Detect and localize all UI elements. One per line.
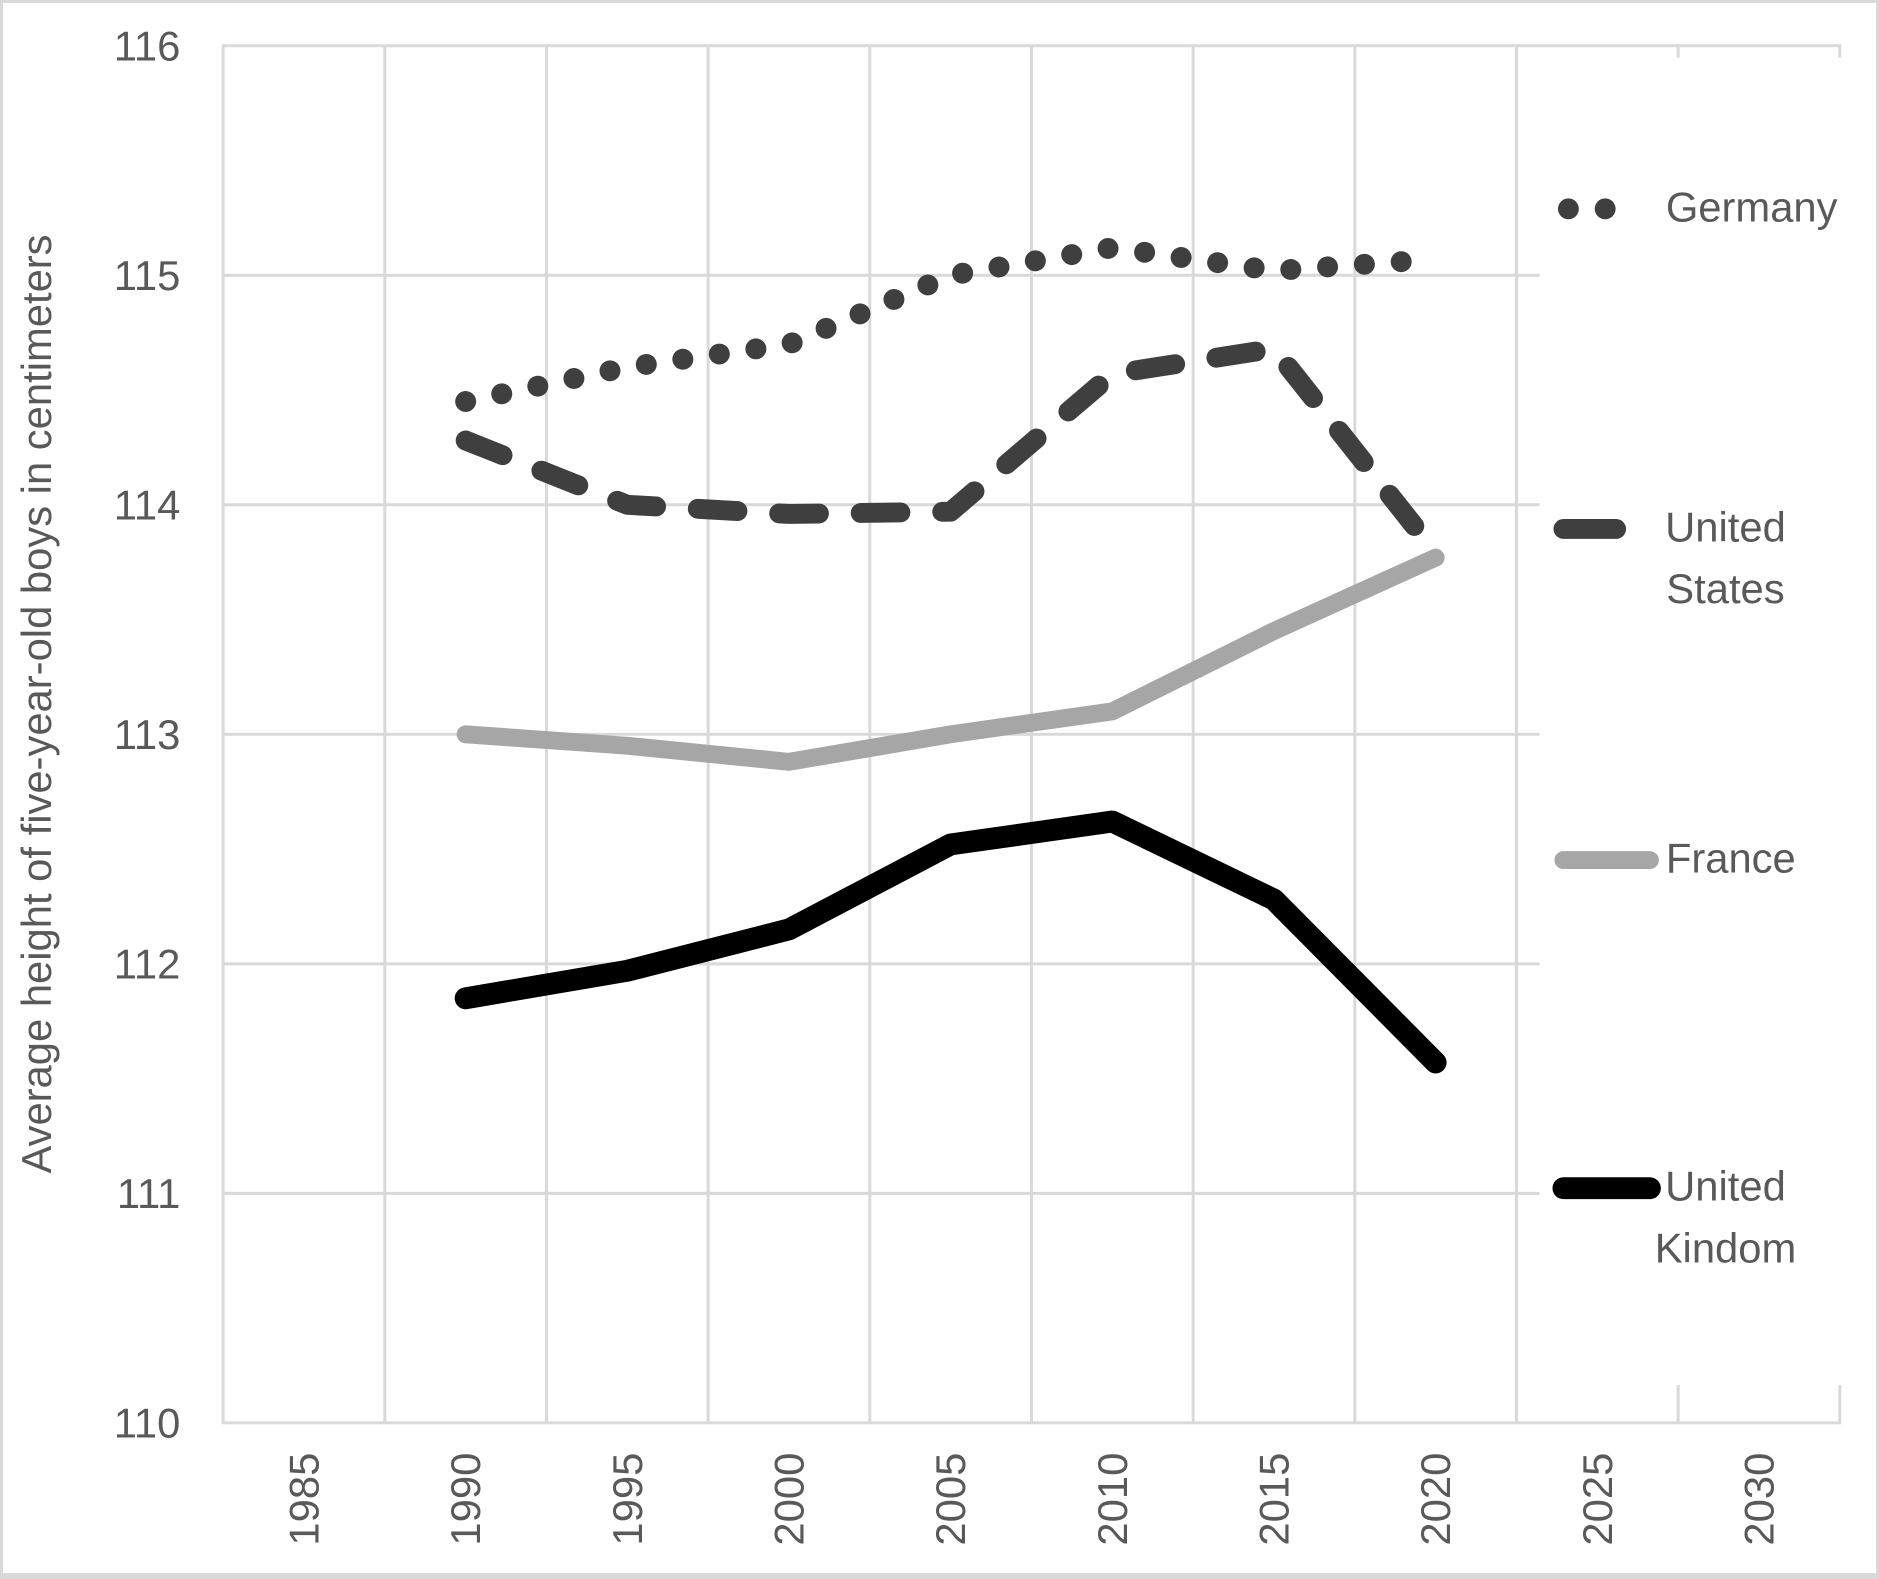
legend-item-united-states: United States [1553,503,1786,612]
legend-item-france: France [1554,835,1796,882]
x-tick-label: 2015 [1250,1453,1297,1546]
legend-item-germany: Germany [1557,183,1838,230]
series-line-united-states [455,338,1446,563]
y-tick-label: 113 [114,711,181,758]
x-tick-label: 1990 [442,1453,489,1546]
y-tick-label: 114 [114,481,181,528]
line-chart: Germany United States France United Kindom 110… [13,22,1872,1546]
y-tick-label: 111 [117,1170,180,1217]
x-tick-label: 2020 [1412,1453,1459,1546]
legend-label: France [1666,835,1796,882]
legend-label: Germany [1666,183,1838,230]
legend-label: United [1665,1163,1786,1210]
legend-item-united-kindom: United Kindom [1552,1163,1797,1271]
legend-marker-dotted [1557,198,1579,220]
y-tick-label: 110 [114,1399,181,1446]
x-tick-label: 1985 [280,1453,327,1546]
legend-label: States [1666,565,1784,612]
legend-marker-dotted [1594,198,1616,220]
legend-label: Kindom [1655,1224,1797,1271]
x-axis-tick-labels: 1985 1990 1995 2000 2005 2010 2015 2020 2025 2030 [280,1453,1782,1546]
legend-background [1539,57,1872,1386]
x-tick-label: 2005 [927,1453,974,1546]
y-tick-label: 115 [114,252,181,299]
y-tick-label: 112 [114,940,181,987]
x-tick-label: 2025 [1574,1453,1621,1546]
x-tick-label: 2030 [1736,1453,1783,1546]
y-tick-label: 116 [114,22,181,69]
x-tick-label: 2010 [1089,1453,1136,1546]
x-tick-label: 1995 [604,1453,651,1546]
series-line-united-kindom [454,810,1447,1074]
y-axis-title: Average height of five-year-old boys in … [13,234,60,1173]
y-axis-tick-labels: 110 111 112 113 114 115 116 [114,22,181,1446]
legend: Germany United States France United Kindom [1552,183,1838,1271]
x-tick-label: 2000 [765,1453,812,1546]
series-line-france [456,548,1445,771]
legend-label: United [1665,503,1786,550]
